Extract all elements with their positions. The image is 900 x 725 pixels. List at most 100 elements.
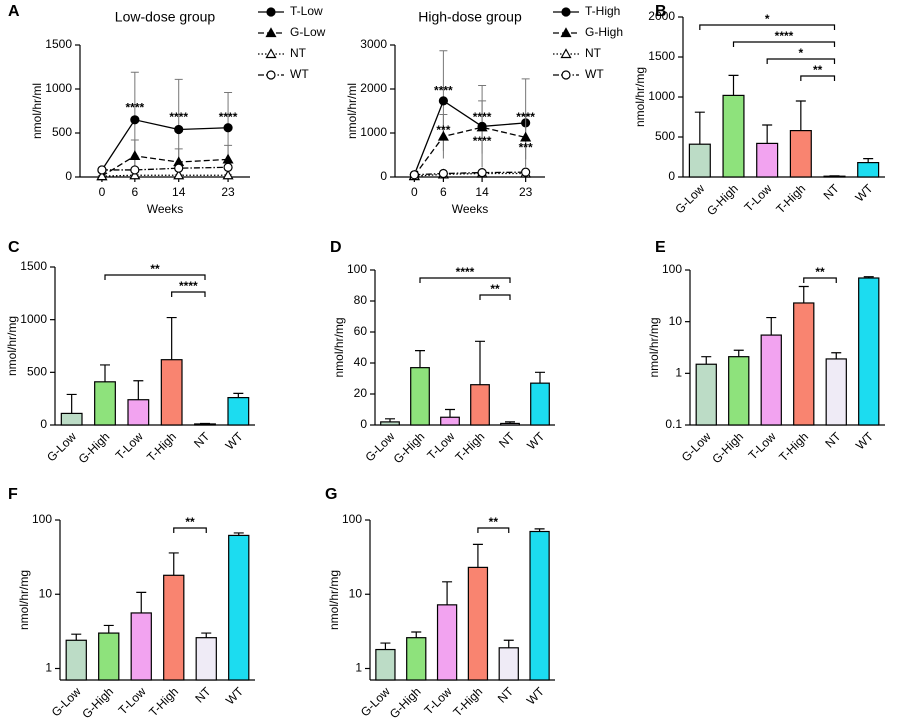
error-bar bbox=[66, 393, 77, 414]
panel-letter: F bbox=[8, 486, 18, 503]
y-axis-label: nmol/hr/ml bbox=[345, 83, 359, 139]
x-tick-label: NT bbox=[496, 429, 518, 451]
y-tick-label: 0.1 bbox=[665, 417, 682, 431]
annotation: **** bbox=[473, 134, 492, 148]
legend-label: G-Low bbox=[290, 25, 326, 39]
y-tick-label: 500 bbox=[655, 129, 675, 143]
significance-bracket bbox=[419, 277, 511, 283]
bar bbox=[65, 639, 87, 681]
marker bbox=[129, 150, 141, 160]
y-tick-label: 0 bbox=[360, 417, 367, 431]
marker bbox=[477, 168, 487, 178]
error-bar bbox=[71, 633, 82, 641]
panel-letter: B bbox=[655, 3, 667, 20]
marker bbox=[222, 153, 234, 164]
series-line bbox=[414, 172, 526, 177]
x-tick-label: NT bbox=[191, 429, 213, 451]
x-tick-label: T-High bbox=[146, 684, 181, 719]
annotation: *** bbox=[436, 123, 450, 137]
legend-label: T-Low bbox=[290, 4, 323, 18]
y-tick-label: 40 bbox=[354, 355, 368, 369]
bar bbox=[756, 142, 779, 178]
error-bar bbox=[694, 111, 705, 145]
error-bar bbox=[415, 350, 425, 368]
error-bar bbox=[168, 552, 179, 576]
y-axis-label: nmol/hr/mg bbox=[633, 67, 647, 127]
marker bbox=[130, 115, 140, 125]
significance-label: ** bbox=[185, 515, 195, 529]
annotation: **** bbox=[434, 83, 453, 97]
y-tick-label: 500 bbox=[27, 365, 47, 379]
x-tick-label: G-High bbox=[391, 429, 428, 466]
y-tick-label: 1500 bbox=[20, 259, 47, 273]
bar bbox=[127, 399, 150, 426]
y-tick-label: 1500 bbox=[648, 49, 675, 63]
y-tick-label: 1000 bbox=[20, 312, 47, 326]
significance-bracket bbox=[803, 277, 837, 283]
y-tick-label: 20 bbox=[354, 386, 368, 400]
y-axis-label: nmol/hr/mg bbox=[17, 570, 31, 630]
significance-bracket bbox=[477, 527, 510, 533]
bar bbox=[728, 356, 750, 426]
error-bar bbox=[445, 408, 455, 418]
y-tick-label: 60 bbox=[354, 324, 368, 338]
y-axis-label: nmol/hr/mg bbox=[5, 316, 19, 376]
bar bbox=[530, 382, 550, 426]
x-tick-label: NT bbox=[822, 429, 844, 451]
x-tick-label: 6 bbox=[440, 185, 447, 199]
y-tick-label: 0 bbox=[40, 417, 47, 431]
y-tick-label: 80 bbox=[354, 293, 368, 307]
bar bbox=[380, 421, 400, 426]
bar bbox=[760, 334, 782, 426]
significance-bracket bbox=[800, 75, 836, 81]
marker bbox=[520, 131, 532, 142]
y-tick-label: 1000 bbox=[648, 89, 675, 103]
error-bar bbox=[411, 631, 422, 638]
chart-title: High-dose group bbox=[418, 9, 522, 25]
bar bbox=[470, 384, 490, 426]
bar bbox=[695, 363, 717, 426]
bar bbox=[228, 534, 250, 681]
x-tick-label: 23 bbox=[221, 185, 235, 199]
significance-label: ** bbox=[150, 262, 160, 276]
annotation: **** bbox=[473, 110, 492, 124]
legend-label: T-High bbox=[585, 4, 620, 18]
y-axis-label: nmol/hr/mg bbox=[647, 317, 661, 377]
bar bbox=[94, 381, 116, 426]
x-tick-label: 14 bbox=[475, 185, 489, 199]
error-bar bbox=[380, 642, 391, 650]
significance-label: **** bbox=[775, 29, 794, 43]
marker bbox=[174, 163, 184, 173]
panel-1: High-dose group 0 1000 2000 3000 nmol/hr/ml 0 6… bbox=[345, 4, 623, 216]
bar bbox=[722, 94, 745, 178]
bar bbox=[160, 359, 183, 426]
error-bar bbox=[136, 591, 147, 613]
x-tick-label: WT bbox=[524, 429, 548, 453]
y-tick-label: 1 bbox=[45, 661, 52, 675]
error-bar bbox=[728, 74, 739, 96]
panel-0: A Low-dose group 0 500 1000 1500 nmol/hr/ml 0 6 1… bbox=[8, 3, 326, 216]
x-tick-label: WT bbox=[223, 684, 247, 708]
y-tick-label: 10 bbox=[39, 586, 53, 600]
bar bbox=[375, 648, 396, 681]
significance-label: ** bbox=[490, 282, 500, 296]
significance-bracket bbox=[104, 274, 206, 280]
marker bbox=[174, 124, 184, 135]
y-axis-label: nmol/hr/mg bbox=[332, 317, 346, 377]
legend-marker bbox=[265, 48, 277, 59]
x-tick-label: T-Low bbox=[113, 429, 146, 462]
bar bbox=[227, 397, 250, 426]
x-tick-label: T-High bbox=[773, 181, 808, 216]
panel-letter: G bbox=[325, 486, 337, 503]
x-tick-label: G-Low bbox=[49, 684, 84, 719]
error-bar bbox=[233, 392, 244, 398]
legend-label: G-High bbox=[585, 25, 623, 39]
x-tick-label: T-Low bbox=[746, 429, 779, 462]
x-tick-label: WT bbox=[852, 181, 876, 205]
x-tick-label: WT bbox=[223, 429, 247, 453]
x-tick-label: WT bbox=[524, 684, 548, 708]
